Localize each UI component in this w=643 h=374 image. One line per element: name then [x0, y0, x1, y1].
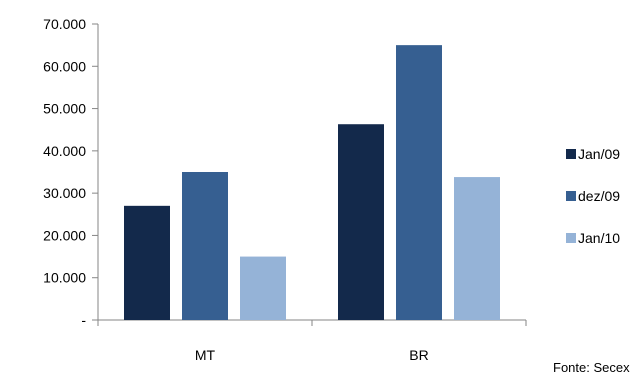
bar-mt-0 [124, 205, 170, 320]
y-tick-label: - [81, 312, 86, 328]
legend-label: Jan/10 [578, 230, 620, 246]
bar-mt-2 [240, 256, 286, 320]
y-tick-label: 20.000 [43, 227, 86, 243]
legend: Jan/09 dez/09 Jan/10 [566, 146, 620, 246]
category-label: BR [409, 347, 428, 363]
legend-label: Jan/09 [578, 146, 620, 162]
x-axis: MT BR [97, 319, 527, 363]
legend-swatch [566, 149, 576, 159]
y-tick-label: 70.000 [43, 16, 86, 32]
y-axis: - 10.000 20.000 30.000 40.000 50.000 60.000 70.… [43, 16, 99, 328]
y-tick-label: 50.000 [43, 101, 86, 117]
y-tick-label: 40.000 [43, 143, 86, 159]
bars [124, 45, 500, 321]
bar-mt-1 [182, 172, 228, 320]
y-tick-label: 30.000 [43, 185, 86, 201]
y-tick-label: 60.000 [43, 58, 86, 74]
y-tick-label: 10.000 [43, 270, 86, 286]
bar-br-2 [454, 177, 500, 320]
category-label: MT [195, 347, 216, 363]
bar-br-1 [396, 45, 442, 321]
source-note: Fonte: Secex [553, 360, 630, 374]
legend-label: dez/09 [578, 188, 620, 204]
bar-br-0 [338, 124, 384, 321]
legend-swatch [566, 233, 576, 243]
legend-swatch [566, 191, 576, 201]
